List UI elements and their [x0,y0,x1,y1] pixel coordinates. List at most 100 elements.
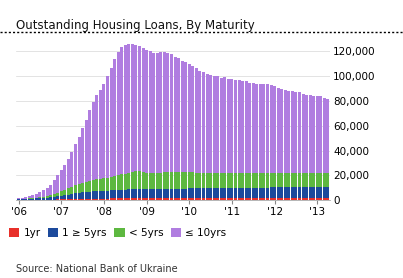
Bar [152,173,155,189]
Bar [67,195,70,199]
Bar [92,199,95,200]
Bar [301,94,305,173]
Bar [280,198,283,200]
Bar [259,173,262,188]
Bar [42,190,45,197]
Bar [184,188,187,198]
Bar [49,195,52,197]
Bar [181,198,184,200]
Bar [270,187,272,198]
Bar [124,173,127,190]
Bar [174,57,177,172]
Bar [149,189,152,198]
Bar [53,194,56,197]
Bar [248,188,251,198]
Bar [17,199,20,200]
Bar [323,198,326,200]
Bar [252,173,255,188]
Bar [24,199,27,200]
Bar [298,198,301,200]
Bar [277,88,280,173]
Bar [295,173,297,187]
Bar [295,187,297,198]
Bar [198,198,202,200]
Bar [42,198,45,200]
Bar [237,198,241,200]
Bar [191,172,194,188]
Bar [284,173,287,187]
Legend: 1yr, 1 ≥ 5yrs, < 5yrs, ≤ 10yrs: 1yr, 1 ≥ 5yrs, < 5yrs, ≤ 10yrs [9,228,226,238]
Bar [138,198,141,200]
Bar [195,68,198,173]
Bar [220,173,223,188]
Bar [223,198,226,200]
Bar [209,75,212,173]
Bar [216,76,219,173]
Bar [206,173,209,188]
Bar [234,198,237,200]
Bar [138,172,141,189]
Bar [77,137,81,184]
Bar [213,76,216,173]
Bar [71,187,73,194]
Bar [166,172,170,189]
Bar [120,174,123,190]
Bar [301,198,305,200]
Bar [323,98,326,173]
Bar [88,199,91,200]
Bar [46,196,49,198]
Bar [127,44,130,173]
Bar [223,188,226,198]
Bar [113,59,116,176]
Bar [92,191,95,199]
Bar [99,191,102,199]
Bar [42,197,45,198]
Bar [28,199,31,200]
Bar [245,188,248,198]
Bar [156,189,159,198]
Bar [206,198,209,200]
Bar [63,190,66,195]
Bar [60,191,63,196]
Bar [96,179,98,191]
Text: Outstanding Housing Loans, By Maturity: Outstanding Housing Loans, By Maturity [16,19,255,33]
Bar [46,188,49,196]
Bar [92,180,95,191]
Bar [85,192,88,199]
Bar [21,198,24,199]
Bar [127,173,130,190]
Bar [156,173,159,189]
Bar [280,89,283,173]
Bar [166,53,170,172]
Bar [266,198,269,200]
Bar [135,189,137,198]
Bar [202,198,205,200]
Bar [124,198,127,200]
Bar [291,91,294,173]
Bar [156,198,159,200]
Bar [152,198,155,200]
Bar [35,194,38,198]
Bar [305,95,308,173]
Bar [81,183,84,192]
Bar [170,172,173,189]
Bar [227,188,230,198]
Bar [284,187,287,198]
Bar [110,190,112,198]
Bar [38,198,42,200]
Bar [145,50,148,173]
Bar [166,189,170,198]
Bar [63,195,66,199]
Bar [248,198,251,200]
Bar [74,145,77,185]
Bar [177,198,180,200]
Bar [120,46,123,174]
Bar [135,45,137,172]
Bar [184,172,187,188]
Bar [316,187,319,198]
Bar [85,182,88,192]
Bar [135,172,137,189]
Bar [113,198,116,200]
Bar [127,198,130,200]
Bar [56,199,59,200]
